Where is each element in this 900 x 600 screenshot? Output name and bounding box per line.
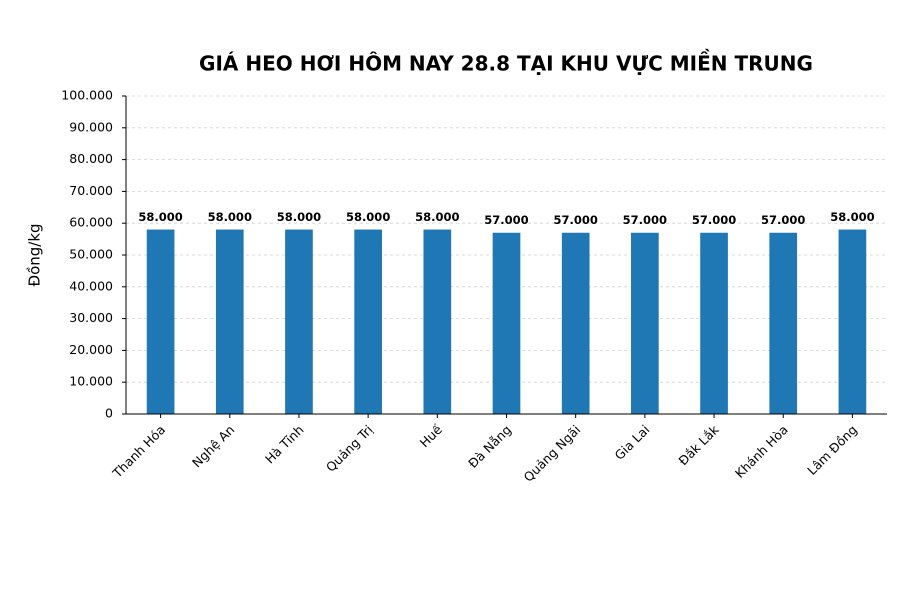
x-tick-label: Khánh Hòa: [732, 422, 791, 481]
bar: [838, 229, 867, 414]
bar: [561, 232, 590, 414]
x-tick-label: Quảng Ngãi: [521, 422, 584, 485]
bar: [215, 229, 244, 414]
x-tick-label: Nghệ An: [189, 422, 237, 470]
x-tick-label: Đắk Lắk: [675, 421, 722, 468]
value-label: 58.000: [346, 210, 390, 224]
bar: [769, 232, 798, 414]
value-label: 58.000: [830, 210, 874, 224]
y-tick-label: 60.000: [69, 215, 113, 230]
value-label: 57.000: [484, 213, 528, 227]
bar: [423, 229, 452, 414]
value-label: 57.000: [692, 213, 736, 227]
value-label: 58.000: [277, 210, 321, 224]
y-tick-label: 10.000: [69, 374, 113, 389]
bar: [146, 229, 175, 414]
y-tick-label: 0: [105, 406, 113, 421]
bar: [700, 232, 728, 414]
value-label: 57.000: [761, 213, 805, 227]
value-label: 57.000: [623, 213, 667, 227]
y-tick-label: 30.000: [69, 310, 113, 325]
value-label: 58.000: [415, 210, 459, 224]
y-tick-label: 90.000: [69, 119, 113, 134]
bar: [492, 232, 521, 414]
y-tick-label: 50.000: [69, 247, 113, 262]
x-tick-label: Đà Nẵng: [465, 422, 514, 471]
value-label: 58.000: [208, 210, 252, 224]
bar: [354, 229, 382, 414]
x-tick-label: Thanh Hóa: [109, 422, 168, 481]
value-label: 58.000: [138, 210, 182, 224]
y-axis-label: Đồng/kg: [26, 223, 44, 286]
x-tick-label: Huế: [417, 422, 446, 451]
y-tick-label: 80.000: [69, 151, 113, 166]
y-tick-label: 20.000: [69, 342, 113, 357]
x-tick-label: Hà Tĩnh: [262, 422, 307, 467]
y-tick-label: 100.000: [61, 88, 113, 103]
x-tick-label: Lâm Đồng: [804, 422, 860, 478]
bar: [631, 232, 659, 414]
bar: [285, 229, 313, 414]
value-label: 57.000: [553, 213, 597, 227]
y-tick-label: 70.000: [69, 183, 113, 198]
y-tick-label: 40.000: [69, 278, 113, 293]
x-tick-label: Gia Lai: [612, 422, 653, 463]
chart-title: GIÁ HEO HƠI HÔM NAY 28.8 TẠI KHU VỰC MIỀ…: [199, 50, 813, 76]
x-tick-label: Quảng Trị: [323, 422, 376, 475]
